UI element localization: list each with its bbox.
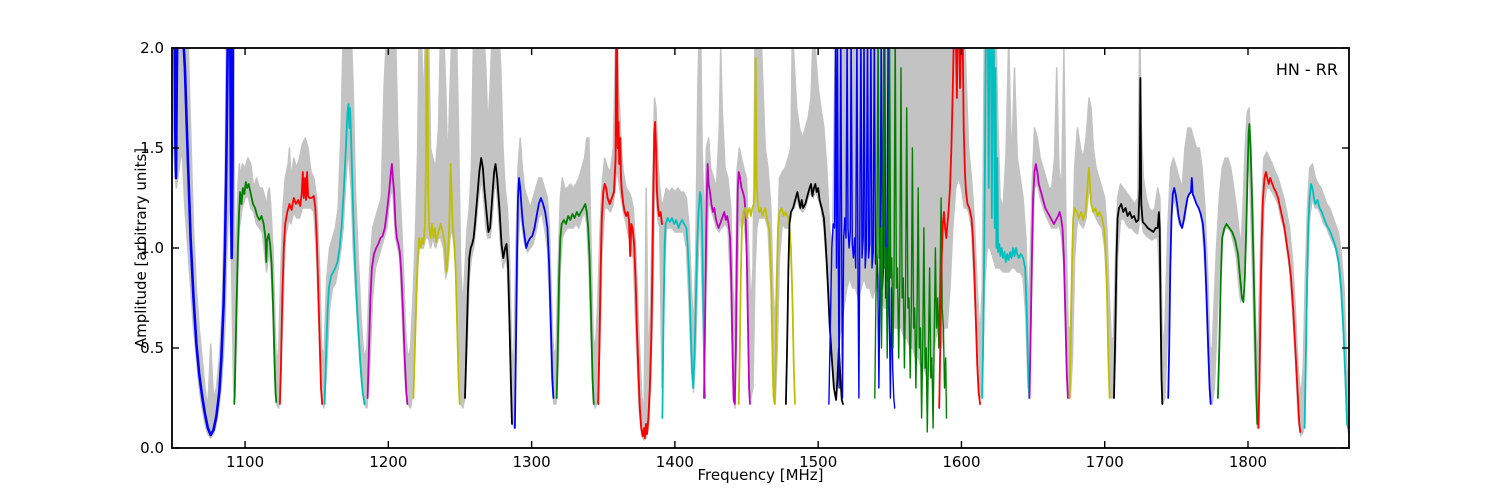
x-tick-label: 1400 [656,453,694,471]
spectrum-segment-if-13 [737,57,796,405]
spectrum-segment-if-04 [323,103,366,405]
spectrum-segment-if-14 [785,183,844,405]
x-tick-label: 1100 [226,453,264,471]
y-tick-label: 0.5 [140,339,164,357]
spectrum-segment-if-10 [597,48,663,439]
spectrum-segment-if-05 [366,163,409,405]
spectrum-segment-if-20 [1068,167,1111,399]
y-tick-label: 1.5 [140,139,164,157]
y-tick-label: 0.0 [140,439,164,457]
y-tick-label: 1.0 [140,239,164,257]
spectrum-segment-if-01 [173,48,235,437]
spectrum-segment-if-22 [1167,177,1212,405]
y-axis-label: Amplitude [arbitrary units] [132,147,150,349]
spectrum-segment-if-15-rfi [828,48,896,409]
x-tick-label: 1200 [369,453,407,471]
spectrum-segment-if-12 [703,163,751,405]
x-tick-label: 1700 [1086,453,1124,471]
spectrum-segment-if-17 [938,48,981,409]
spectrum-segment-if-24 [1257,171,1302,433]
spectrum-segment-if-21 [1113,77,1164,405]
spectrum-segment-if-02 [233,181,278,405]
spectrum-segment-if-11 [661,191,706,419]
spectrum-segment-if-23 [1217,123,1259,425]
x-tick-label: 1800 [1229,453,1267,471]
tick-labels: 1100 1200 1300 1400 1500 1600 1700 1800 0.0 0.5 1.… [140,39,1267,471]
spectrum-segment-if-06 [412,48,461,405]
spectrum-segment-if-08 [514,177,555,429]
x-tick-label: 1300 [513,453,551,471]
spectrum-segment-if-03 [278,171,324,405]
spectrum-segment-if-09 [555,203,595,405]
spectrum-segment-if-18 [981,48,1030,399]
spectrum-segment-if-19 [1028,163,1069,399]
spectrum-segment-if-16-rfi [874,48,948,433]
polarization-annotation: HN - RR [1275,60,1338,79]
x-tick-label: 1500 [799,453,837,471]
spectrum-segment-if-25 [1303,183,1349,429]
plot-area [172,48,1349,441]
x-tick-label: 1600 [942,453,980,471]
x-axis-label: Frequency [MHz] [697,466,824,484]
spectrum-segment-if-07 [464,157,513,425]
y-tick-label: 2.0 [140,39,164,57]
tick-marks [172,47,1349,449]
